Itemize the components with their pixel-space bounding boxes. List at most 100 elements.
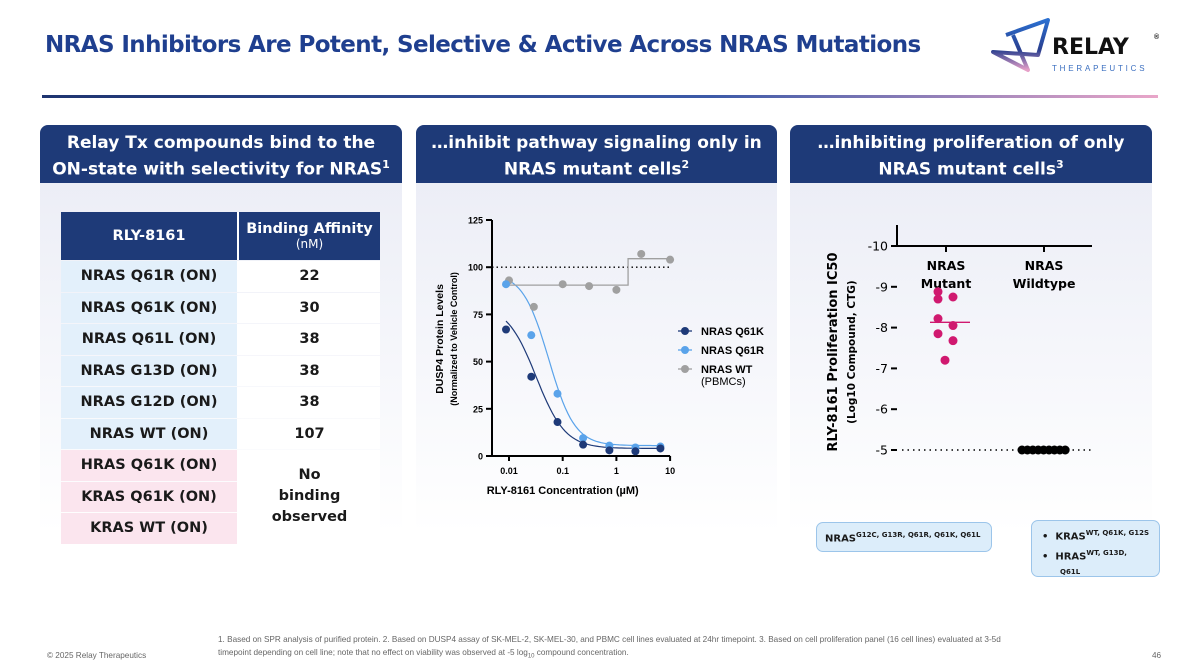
table-header-row: RLY-8161 Binding Affinity (nM): [61, 212, 380, 260]
table-row: KRAS Q61K (ON): [61, 481, 380, 512]
footnote-1: 1. Based on SPR analysis of purified pro…: [218, 635, 1001, 644]
y-tick-label: 100: [468, 263, 483, 273]
data-point-nras-q61k: [553, 418, 562, 427]
data-point-nras-wt: [666, 255, 675, 264]
row-value: 38: [237, 355, 380, 386]
table-row: NRAS Q61R (ON) 22: [61, 261, 380, 292]
data-point-nras-mutant: [948, 336, 958, 346]
affinity-label: Binding Affinity: [246, 221, 373, 237]
footnote-sub: 10: [527, 653, 535, 660]
row-name: NRAS G12D (ON): [61, 387, 237, 418]
y-tick-label: 25: [473, 404, 483, 414]
data-point-nras-wt: [558, 280, 567, 289]
no-binding-cell: No binding observed: [237, 450, 380, 544]
row-value: 38: [237, 324, 380, 355]
data-point-nras-mutant: [948, 292, 958, 302]
copyright: © 2025 Relay Therapeutics: [47, 651, 147, 660]
callout-nras-wildtype: • KRASWT, Q61K, G12S • HRASWT, G13D, Q61…: [1031, 520, 1160, 577]
panel-header-line1: Relay Tx compounds bind to the: [66, 133, 376, 153]
y-tick-label: -5: [876, 443, 888, 458]
x-tick-label: 0.01: [500, 466, 518, 476]
table-row: NRAS Q61K (ON) 30: [61, 292, 380, 323]
proliferation-ic50-chart: -5 -6 -7 -8 -9 -10 NRAS Mutant NRAS Wildtype RLY-8…: [826, 225, 1092, 458]
callout-mutations-cont: Q61L: [1060, 567, 1081, 576]
data-point-nras-q61r: [502, 280, 511, 289]
data-point-nras-mutant: [933, 329, 943, 339]
row-name: KRAS WT (ON): [61, 513, 237, 544]
logo-subtitle: THERAPEUTICS: [1052, 64, 1147, 73]
panel-header-line1: …inhibit pathway signaling only in: [431, 133, 762, 153]
footnote-ref: 2: [681, 158, 690, 171]
row-name: NRAS Q61R (ON): [61, 261, 237, 292]
col-header-affinity: Binding Affinity (nM): [237, 212, 380, 260]
fit-curve-nras-q61r: [505, 278, 661, 447]
row-name: NRAS Q61K (ON): [61, 292, 237, 323]
row-name: KRAS Q61K (ON): [61, 481, 237, 512]
relay-logo: RELAY ® THERAPEUTICS: [988, 15, 1168, 85]
col-header-compound: RLY-8161: [61, 212, 237, 260]
data-point-nras-q61r: [527, 331, 536, 340]
page-number: 46: [1152, 651, 1162, 660]
footnotes: 1. Based on SPR analysis of purified pro…: [218, 633, 1118, 660]
panel-header: …inhibit pathway signaling only in NRAS m…: [416, 125, 777, 183]
data-point-nras-q61k: [656, 444, 665, 453]
x-tick-label: 0.1: [556, 466, 569, 476]
row-value: 107: [237, 418, 380, 449]
data-point-nras-wt: [585, 282, 594, 291]
relay-logo-mark-icon: RELAY ® THERAPEUTICS: [991, 18, 1160, 73]
callout-mutations: WT, Q61K, G12S: [1085, 529, 1150, 537]
row-value: 38: [237, 387, 380, 418]
data-point-nras-mutant: [948, 321, 958, 331]
y-axis-label-sub: (Normalized to Vehicle Control): [449, 272, 459, 406]
data-point-nras-q61k: [502, 325, 511, 334]
y-axis-label: RLY-8161 Proliferation IC50: [826, 252, 841, 451]
table-row: HRAS Q61K (ON) No binding observed: [61, 450, 380, 544]
y-tick-label: -9: [876, 279, 889, 294]
affinity-unit: (nM): [295, 237, 324, 251]
row-name: HRAS Q61K (ON): [61, 450, 237, 481]
row-name: NRAS G13D (ON): [61, 355, 237, 386]
table-row: NRAS G13D (ON) 38: [61, 355, 380, 386]
dusp4-dose-response-chart: 0 25 50 75 100 125 0.01 0.1 1 10 RLY-8161 Concentr…: [434, 216, 764, 498]
row-value: 30: [237, 292, 380, 323]
fit-curve-nras-q61k: [505, 320, 661, 449]
data-point-nras-q61k: [579, 440, 588, 449]
fit-line-nras-wt: [506, 258, 671, 286]
callout-list-item: • HRASWT, G13D,: [1042, 549, 1127, 563]
callout-gene: NRAS: [825, 533, 857, 545]
legend-sublabel: (PBMCs): [701, 376, 746, 388]
category-label: NRAS Mutant: [921, 258, 972, 291]
y-tick-label: -10: [868, 239, 888, 254]
footnote-ref: 3: [1055, 158, 1064, 171]
data-point-nras-q61r: [553, 389, 562, 398]
footnote-2: timepoint depending on cell line; note t…: [218, 646, 1118, 660]
footnote-text: timepoint depending on cell line; note t…: [218, 648, 528, 657]
y-tick-label: 125: [468, 216, 483, 226]
y-tick-label: -7: [876, 361, 888, 376]
panel-signaling: …inhibit pathway signaling only in NRAS m…: [416, 125, 777, 605]
page-title: NRAS Inhibitors Are Potent, Selective & …: [45, 32, 921, 58]
data-point-nras-mutant: [933, 287, 943, 297]
title-divider: [42, 95, 1158, 98]
x-tick-label: 1: [614, 466, 619, 476]
data-point-nras-wt: [612, 285, 621, 294]
y-tick-label: -6: [876, 402, 889, 417]
legend-marker: [681, 327, 689, 335]
footnote-ref: 1: [382, 158, 390, 171]
data-point-nras-mutant: [933, 314, 943, 324]
y-axis-label-sub: (Log10 Compound, CTG): [846, 280, 858, 423]
panel-header-line2: NRAS mutant cells: [503, 159, 682, 180]
logo-registered: ®: [1154, 33, 1160, 41]
callout-list-item: • KRASWT, Q61K, G12S: [1042, 529, 1150, 543]
x-tick-label: 10: [665, 466, 675, 476]
legend-marker: [681, 346, 689, 354]
legend-label: NRAS WT: [701, 364, 753, 376]
callout-gene: KRAS: [1055, 531, 1086, 543]
data-point-nras-q61k: [631, 447, 640, 456]
category-label: NRAS Wildtype: [1013, 258, 1076, 291]
footnote-text: compound concentration.: [534, 648, 629, 657]
data-point-nras-wildtype: [1060, 445, 1070, 455]
panel-header-line2: ON-state with selectivity for NRAS: [52, 159, 383, 180]
logo-wordmark: RELAY: [1052, 35, 1130, 60]
table-row: KRAS WT (ON): [61, 513, 380, 544]
